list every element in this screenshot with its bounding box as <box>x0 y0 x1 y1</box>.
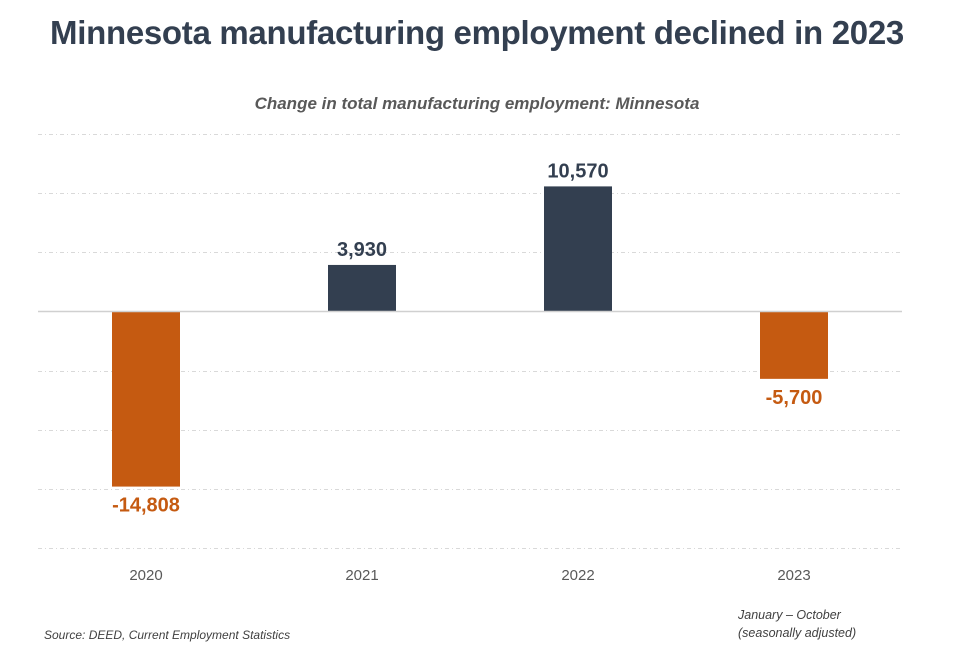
x-tick-labels: 2020 2021 2022 2023 <box>129 567 810 584</box>
bar-2022 <box>544 186 612 312</box>
data-label-2020: -14,808 <box>112 495 180 517</box>
data-labels: -14,808 3,930 10,570 -5,700 <box>112 160 822 516</box>
data-label-2021: 3,930 <box>337 239 387 261</box>
gridlines <box>38 134 902 549</box>
x-tick-label: 2022 <box>561 567 594 584</box>
period-note-line-1: January – October <box>738 608 841 622</box>
data-label-2023: -5,700 <box>766 387 823 409</box>
chart-subtitle: Change in total manufacturing employment… <box>254 94 700 113</box>
bar-2020 <box>112 311 180 487</box>
x-tick-label: 2023 <box>777 567 810 584</box>
bar-2023 <box>760 311 828 379</box>
chart-title: Minnesota manufacturing employment decli… <box>50 14 904 51</box>
period-note: January – October (seasonally adjusted) <box>738 606 856 642</box>
x-tick-label: 2020 <box>129 567 162 584</box>
x-tick-label: 2021 <box>345 567 378 584</box>
bars <box>112 186 828 487</box>
bar-2021 <box>328 264 396 312</box>
source-note: Source: DEED, Current Employment Statist… <box>44 628 291 642</box>
data-label-2022: 10,570 <box>547 160 608 182</box>
period-note-line-2: (seasonally adjusted) <box>738 626 857 640</box>
